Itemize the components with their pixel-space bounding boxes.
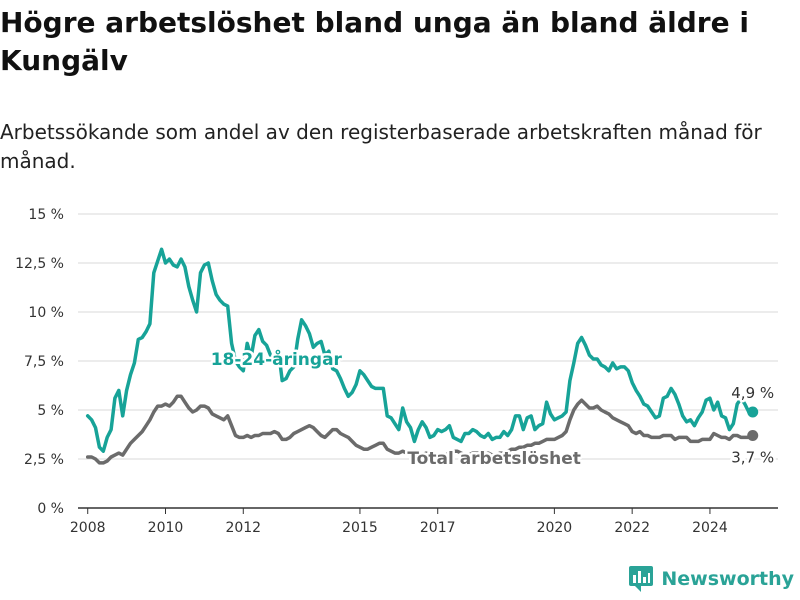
x-tick-label: 2022 xyxy=(614,520,650,536)
y-tick-label: 12,5 % xyxy=(15,256,64,272)
series-label-total: Total arbetslöshet xyxy=(407,449,581,469)
y-tick-label: 2,5 % xyxy=(24,452,64,468)
x-tick-label: 2024 xyxy=(692,520,728,536)
series-label-18-24: 18-24-åringar xyxy=(211,348,343,370)
x-tick-label: 2020 xyxy=(537,520,573,536)
series-lines xyxy=(85,247,759,465)
end-value-label-total: 3,7 % xyxy=(731,448,774,466)
x-tick-label: 2010 xyxy=(148,520,184,536)
y-tick-label: 5 % xyxy=(37,403,64,419)
endpoint-marker-total xyxy=(747,429,759,441)
y-tick-label: 7,5 % xyxy=(24,354,64,370)
brand-logo: Newsworthy xyxy=(629,566,794,592)
y-tick-label: 15 % xyxy=(28,207,64,223)
y-axis: 0 % 2,5 % 5 % 7,5 % 10 % 12,5 % 15 % xyxy=(15,207,64,517)
series-line-18-24 xyxy=(85,247,755,453)
x-axis: 2008 2010 2012 2015 2017 2020 2022 2024 xyxy=(70,508,728,536)
end-value-label-18-24: 4,9 % xyxy=(731,384,774,402)
y-tick-label: 10 % xyxy=(28,305,64,321)
x-tick-label: 2015 xyxy=(342,520,378,536)
x-tick-label: 2008 xyxy=(70,520,106,536)
x-tick-label: 2017 xyxy=(420,520,456,536)
chart-subtitle: Arbetssökande som andel av den registerb… xyxy=(0,120,762,173)
newsworthy-bar-chart-icon xyxy=(629,566,654,592)
endpoint-marker-18-24 xyxy=(747,406,759,418)
chart-title: Högre arbetslöshet bland unga än bland ä… xyxy=(0,6,749,77)
series-labels: 18-24-åringar Total arbetslöshet 4,9 % 3,7 … xyxy=(208,346,776,472)
y-tick-label: 0 % xyxy=(37,501,64,517)
series-line-total xyxy=(85,394,755,465)
brand-name: Newsworthy xyxy=(661,568,794,590)
x-tick-label: 2012 xyxy=(225,520,261,536)
